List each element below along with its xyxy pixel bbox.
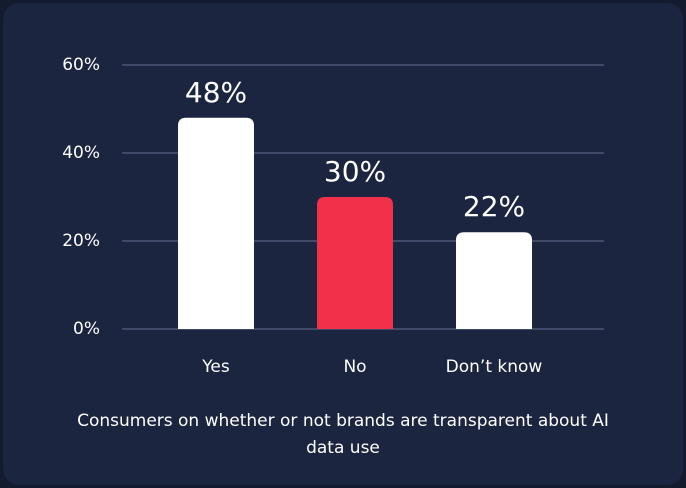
value-label: 22% (463, 190, 525, 223)
x-tick-label: Yes (201, 357, 230, 377)
bar (317, 197, 393, 329)
value-label: 30% (324, 155, 386, 188)
value-label: 48% (185, 76, 247, 109)
bar (178, 117, 254, 329)
x-tick-label: No (343, 357, 366, 377)
y-tick-label: 40% (62, 143, 100, 163)
x-tick-label: Don’t know (446, 357, 543, 377)
y-tick-label: 60% (62, 55, 100, 75)
chart-title: Consumers on whether or not brands are t… (77, 411, 609, 458)
bar (456, 232, 532, 329)
y-tick-label: 0% (73, 319, 100, 339)
y-tick-label: 20% (62, 231, 100, 251)
